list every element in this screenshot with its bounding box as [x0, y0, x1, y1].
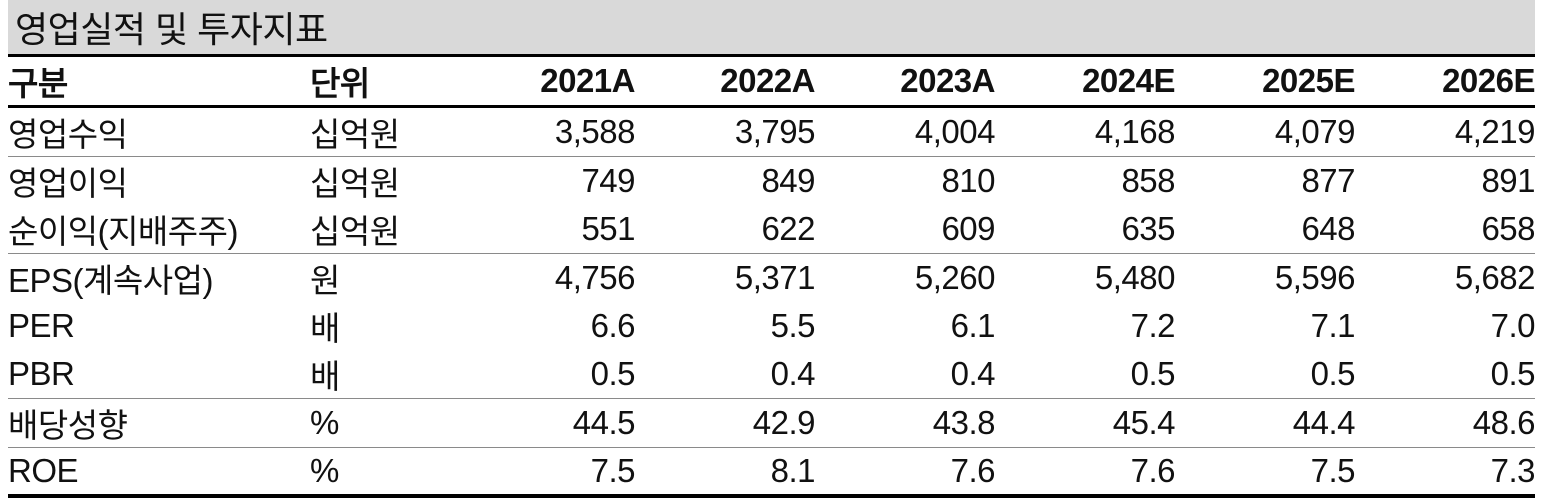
value-cell: 5,260	[914, 259, 995, 296]
financial-table: 구분 단위 2021A 2022A 2023A 2024E 2025E 2026E 영업수익 십…	[8, 57, 1535, 498]
value-cell: 858	[1121, 162, 1175, 199]
value-cell: 7.0	[1490, 307, 1535, 344]
table-row: EPS(계속사업) 원 4,756 5,371 5,260 5,480 5,596 5,682	[8, 254, 1535, 303]
column-header: 구분	[8, 57, 310, 108]
row-label: 영업이익	[8, 165, 128, 202]
table-row: 배당성향% 44.5 42.9 43.8 45.4 44.4 48.6	[8, 398, 1535, 448]
value-cell: 891	[1481, 162, 1535, 199]
value-cell: 43.8	[815, 398, 995, 448]
table-title: 영업실적 및 투자지표	[15, 9, 328, 50]
value-cell: 4,079	[1175, 106, 1355, 157]
value-cell: 749	[581, 162, 635, 199]
report-table-section: 영업실적 및 투자지표 구분 단위 2021A 2022A 2023A 2024E 2025…	[8, 0, 1535, 498]
value-cell: 551	[455, 205, 635, 254]
column-header: 2021A	[455, 57, 635, 108]
value-cell: 0.4	[635, 350, 815, 399]
row-unit: 십억원	[310, 106, 455, 157]
value-cell: 7.2	[1130, 307, 1175, 344]
value-cell: 4,219	[1355, 106, 1535, 157]
row-label: PER	[8, 307, 75, 344]
row-unit: 원	[310, 262, 340, 299]
value-cell: 7.3	[1355, 447, 1535, 498]
value-cell: 648	[1175, 205, 1355, 254]
value-cell: 5,596	[1274, 259, 1355, 296]
column-header: 2022A	[635, 57, 815, 108]
row-unit: %	[310, 447, 455, 498]
row-label: EPS(계속사업)	[8, 262, 213, 299]
value-cell: 4,756	[554, 259, 635, 296]
table-body: 영업수익 십억원 3,588 3,795 4,004 4,168 4,079 4,219 영업이…	[8, 106, 1535, 498]
value-cell: 658	[1355, 205, 1535, 254]
table-row: 영업이익 십억원 749 849 810 858 877 891	[8, 157, 1535, 206]
value-cell: 4,168	[995, 106, 1175, 157]
value-cell: 609	[815, 205, 995, 254]
value-cell: 7.5	[1175, 447, 1355, 498]
row-label: 배당성향	[8, 398, 310, 448]
value-cell: 48.6	[1355, 398, 1535, 448]
table-row: 순이익(지배주주) 십억원 551 622 609 635 648 658	[8, 205, 1535, 254]
row-label: 순이익(지배주주)	[8, 205, 310, 254]
value-cell: 8.1	[635, 447, 815, 498]
value-cell: 0.4	[815, 350, 995, 399]
value-cell: 45.4	[995, 398, 1175, 448]
column-header: 2023A	[815, 57, 995, 108]
value-cell: 5,682	[1454, 259, 1535, 296]
value-cell: 3,795	[635, 106, 815, 157]
row-unit: 십억원	[310, 205, 455, 254]
value-cell: 5,480	[1094, 259, 1175, 296]
value-cell: 6.6	[590, 307, 635, 344]
value-cell: 5.5	[770, 307, 815, 344]
row-label: ROE	[8, 447, 310, 498]
value-cell: 44.5	[455, 398, 635, 448]
row-unit: %	[310, 398, 455, 448]
value-cell: 810	[941, 162, 995, 199]
value-cell: 3,588	[455, 106, 635, 157]
value-cell: 5,371	[734, 259, 815, 296]
value-cell: 0.5	[455, 350, 635, 399]
value-cell: 0.5	[1355, 350, 1535, 399]
row-unit: 십억원	[310, 165, 400, 202]
value-cell: 42.9	[635, 398, 815, 448]
table-row: 영업수익 십억원 3,588 3,795 4,004 4,168 4,079 4,219	[8, 106, 1535, 157]
table-row: ROE% 7.5 8.1 7.6 7.6 7.5 7.3	[8, 447, 1535, 498]
value-cell: 7.6	[815, 447, 995, 498]
table-row: PER 배 6.6 5.5 6.1 7.2 7.1 7.0	[8, 302, 1535, 350]
row-label: 영업수익	[8, 106, 310, 157]
value-cell: 635	[995, 205, 1175, 254]
column-header: 단위	[310, 57, 455, 108]
value-cell: 4,004	[815, 106, 995, 157]
column-header: 2026E	[1355, 57, 1535, 108]
row-label: PBR	[8, 350, 310, 399]
value-cell: 877	[1301, 162, 1355, 199]
row-unit: 배	[310, 350, 455, 399]
value-cell: 7.1	[1310, 307, 1355, 344]
value-cell: 0.5	[1175, 350, 1355, 399]
header-row: 구분 단위 2021A 2022A 2023A 2024E 2025E 2026E	[8, 57, 1535, 108]
value-cell: 0.5	[995, 350, 1175, 399]
value-cell: 849	[761, 162, 815, 199]
column-header: 2025E	[1175, 57, 1355, 108]
table-title-bar: 영업실적 및 투자지표	[8, 0, 1535, 57]
value-cell: 44.4	[1175, 398, 1355, 448]
value-cell: 622	[635, 205, 815, 254]
row-unit: 배	[310, 310, 340, 347]
value-cell: 7.6	[995, 447, 1175, 498]
column-header: 2024E	[995, 57, 1175, 108]
value-cell: 7.5	[455, 447, 635, 498]
value-cell: 6.1	[950, 307, 995, 344]
table-row: PBR 배 0.5 0.4 0.4 0.5 0.5 0.5	[8, 350, 1535, 399]
